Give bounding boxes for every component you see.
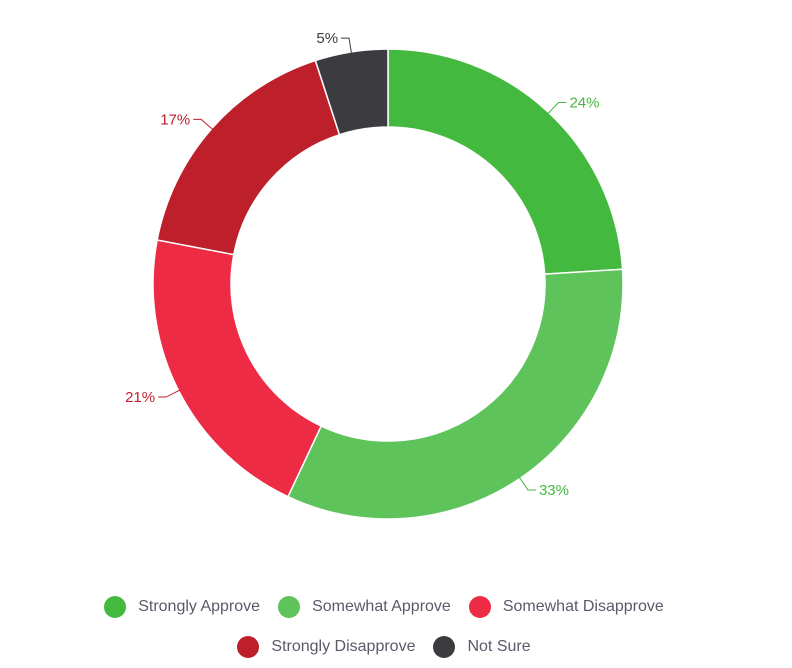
data-label-strongly-disapprove: 17% (160, 111, 190, 128)
legend-row: Strongly Disapprove Not Sure (0, 636, 768, 658)
legend-item-not-sure[interactable]: Not Sure (433, 636, 531, 658)
leader-line-strongly-approve (547, 101, 567, 115)
legend-item-somewhat-disapprove[interactable]: Somewhat Disapprove (468, 596, 664, 618)
slice-somewhat-approve[interactable] (286, 268, 624, 520)
legend-label: Somewhat Approve (312, 598, 451, 615)
legend-label: Somewhat Disapprove (502, 598, 664, 615)
legend-label: Strongly Disapprove (271, 638, 416, 655)
slice-strongly-disapprove[interactable] (156, 59, 341, 256)
legend-marker-strongly-disapprove (237, 636, 260, 658)
slice-strongly-approve[interactable] (387, 48, 624, 275)
legend-label: Not Sure (467, 638, 531, 655)
legend-label: Strongly Approve (138, 598, 261, 615)
legend-item-somewhat-approve[interactable]: Somewhat Approve (278, 596, 451, 618)
legend-marker-somewhat-disapprove (468, 596, 491, 618)
legend-marker-strongly-approve (104, 596, 127, 618)
donut-chart: 24% 33% 21% 17% 5% (125, 30, 624, 520)
legend-row: Strongly Approve Somewhat Approve Somewh… (0, 596, 768, 618)
leader-line-not-sure (341, 37, 353, 54)
legend-marker-not-sure (433, 636, 456, 658)
data-label-somewhat-approve: 33% (539, 482, 569, 499)
legend-item-strongly-approve[interactable]: Strongly Approve (104, 596, 260, 618)
leader-line-somewhat-disapprove (158, 389, 181, 398)
leader-line-strongly-disapprove (193, 118, 214, 131)
legend-item-strongly-disapprove[interactable]: Strongly Disapprove (237, 636, 415, 658)
slice-somewhat-disapprove[interactable] (152, 239, 323, 498)
data-label-somewhat-disapprove: 21% (125, 389, 155, 406)
data-label-strongly-approve: 24% (569, 94, 599, 111)
data-label-not-sure: 5% (316, 30, 338, 47)
leader-line-somewhat-approve (518, 476, 536, 491)
legend-marker-somewhat-approve (278, 596, 301, 618)
slice-not-sure[interactable] (314, 48, 389, 136)
